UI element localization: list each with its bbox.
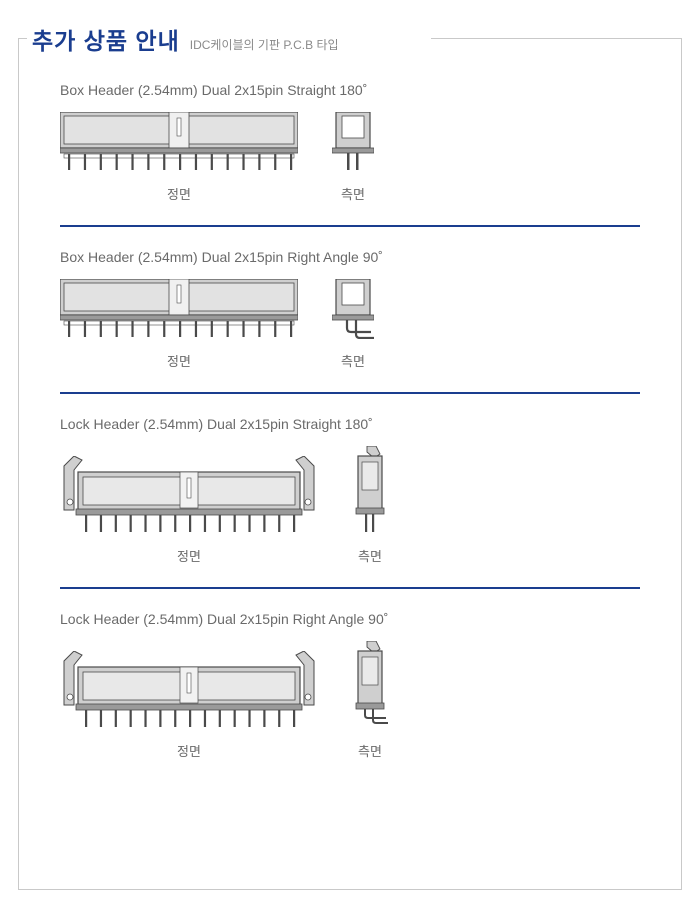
front-view: 정면 <box>60 112 298 203</box>
side-label: 측면 <box>358 741 382 760</box>
product-views: 정면 측면 <box>60 446 640 565</box>
side-label: 측면 <box>358 546 382 565</box>
product-views: 정면 측면 <box>60 641 640 760</box>
side-label: 측면 <box>341 184 365 203</box>
section-divider <box>60 392 640 394</box>
page-header: 추가 상품 안내 IDC케이블의 기판 P.C.B 타입 <box>32 22 339 56</box>
product-block: Lock Header (2.54mm) Dual 2x15pin Right … <box>60 607 640 774</box>
product-list: Box Header (2.54mm) Dual 2x15pin Straigh… <box>60 78 640 774</box>
page-title: 추가 상품 안내 <box>32 22 180 56</box>
connector-front-diagram <box>60 112 298 172</box>
product-block: Box Header (2.54mm) Dual 2x15pin Straigh… <box>60 78 640 217</box>
connector-front-diagram <box>60 651 318 729</box>
product-views: 정면 측면 <box>60 112 640 203</box>
product-title: Lock Header (2.54mm) Dual 2x15pin Straig… <box>60 416 640 432</box>
side-label: 측면 <box>341 351 365 370</box>
front-label: 정면 <box>177 546 201 565</box>
product-block: Box Header (2.54mm) Dual 2x15pin Right A… <box>60 245 640 384</box>
front-label: 정면 <box>167 184 191 203</box>
section-divider <box>60 587 640 589</box>
product-block: Lock Header (2.54mm) Dual 2x15pin Straig… <box>60 412 640 579</box>
front-label: 정면 <box>177 741 201 760</box>
connector-side-diagram <box>352 446 388 534</box>
connector-side-diagram <box>352 641 388 729</box>
connector-side-diagram <box>332 279 374 339</box>
connector-front-diagram <box>60 456 318 534</box>
side-view: 측면 <box>352 641 388 760</box>
product-views: 정면 측면 <box>60 279 640 370</box>
side-view: 측면 <box>352 446 388 565</box>
front-view: 정면 <box>60 456 318 565</box>
page-subtitle: IDC케이블의 기판 P.C.B 타입 <box>190 36 339 53</box>
front-view: 정면 <box>60 279 298 370</box>
front-view: 정면 <box>60 651 318 760</box>
connector-side-diagram <box>332 112 374 172</box>
section-divider <box>60 225 640 227</box>
product-title: Box Header (2.54mm) Dual 2x15pin Straigh… <box>60 82 640 98</box>
side-view: 측면 <box>332 279 374 370</box>
product-title: Lock Header (2.54mm) Dual 2x15pin Right … <box>60 611 640 627</box>
side-view: 측면 <box>332 112 374 203</box>
product-title: Box Header (2.54mm) Dual 2x15pin Right A… <box>60 249 640 265</box>
front-label: 정면 <box>167 351 191 370</box>
connector-front-diagram <box>60 279 298 339</box>
